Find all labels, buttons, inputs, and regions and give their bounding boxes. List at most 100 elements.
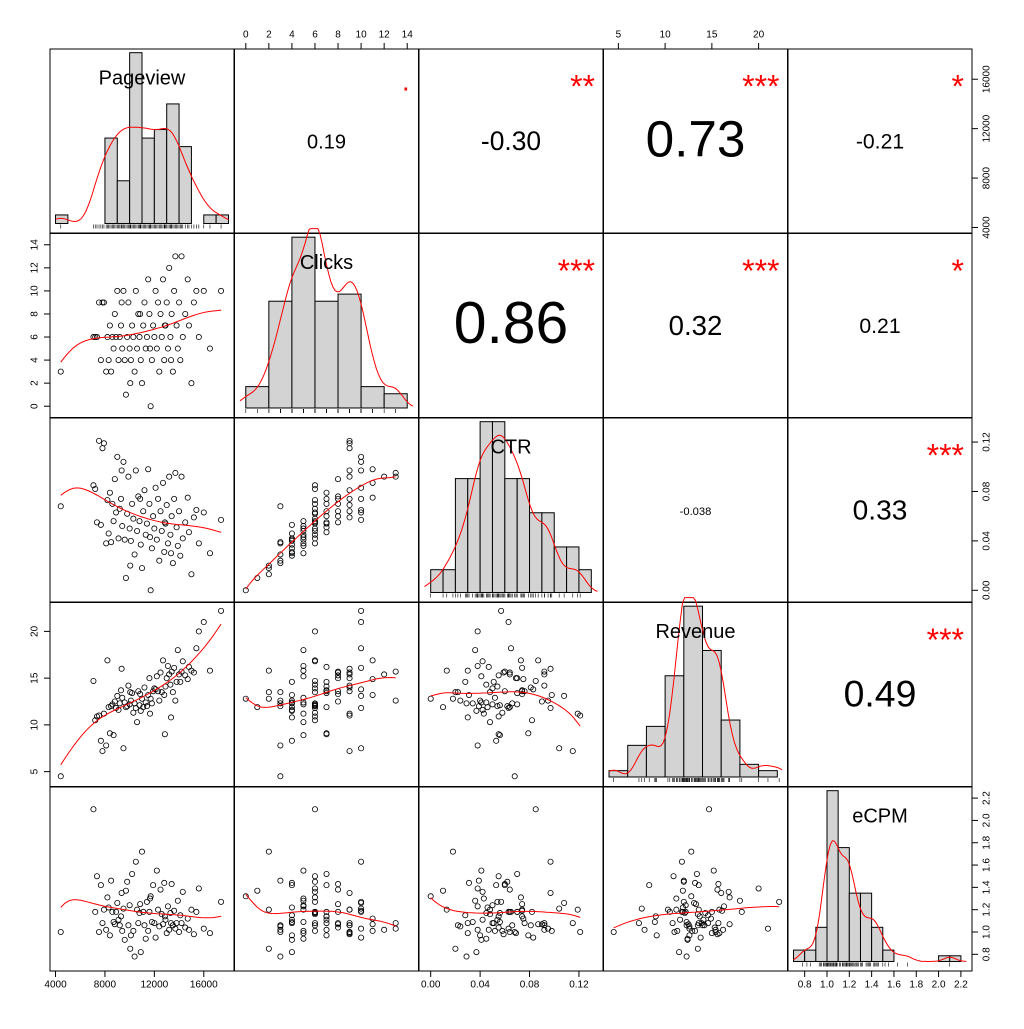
axis-tick-label-right-eCPM-4: 1.6 <box>982 858 993 872</box>
scatter-point-Revenue-Clicks-38 <box>323 704 330 711</box>
scatter-point-Revenue-CTR-32 <box>547 705 554 712</box>
scatter-point-eCPM-Revenue-38 <box>679 908 686 915</box>
scatter-point-Revenue-CTR-30 <box>499 709 506 716</box>
scatter-point-eCPM-Pageview-22 <box>120 905 127 912</box>
scatter-point-Revenue-CTR-44 <box>427 695 434 702</box>
scatter-point-Revenue-Pageview-71 <box>182 672 189 679</box>
scatter-point-CTR-Pageview-10 <box>105 530 112 537</box>
scatter-point-eCPM-Pageview-0 <box>57 929 64 936</box>
scatter-point-CTR-Pageview-8 <box>103 540 110 547</box>
scatter-point-Revenue-CTR-40 <box>483 699 490 706</box>
scatter-point-Revenue-Pageview-60 <box>167 681 174 688</box>
scatter-point-Revenue-Pageview-30 <box>130 709 137 716</box>
scatter-point-Revenue-CTR-83 <box>480 710 487 717</box>
scatter-point-CTR-Clicks-50 <box>346 495 353 502</box>
scatter-point-CTR-Pageview-74 <box>188 571 195 578</box>
scatter-point-CTR-Pageview-48 <box>152 484 159 491</box>
scatter-point-CTR-Pageview-68 <box>177 552 184 559</box>
scatter-point-CTR-Pageview-43 <box>146 500 153 507</box>
scatter-point-eCPM-CTR-71 <box>495 924 502 931</box>
scatter-point-Revenue-Pageview-20 <box>117 687 124 694</box>
scatter-point-CTR-Clicks-28 <box>288 537 295 544</box>
scatter-point-eCPM-Pageview-74 <box>188 906 195 913</box>
smooth-line-CTR-Clicks <box>245 476 396 590</box>
scatter-point-CTR-Pageview-41 <box>143 520 150 527</box>
scatter-point-eCPM-Revenue-54 <box>726 921 733 928</box>
scatter-point-eCPM-Revenue-70 <box>725 888 732 895</box>
scatter-point-Revenue-Clicks-60 <box>311 681 318 688</box>
scatter-point-CTR-Clicks-31 <box>277 551 284 558</box>
scatter-point-eCPM-Clicks-65 <box>323 920 330 927</box>
scatter-point-eCPM-Pageview-23 <box>121 936 128 943</box>
significance-stars-Revenue-eCPM: *** <box>927 622 964 658</box>
scatter-point-eCPM-Revenue-11 <box>653 932 660 939</box>
scatter-point-eCPM-Clicks-3 <box>311 873 318 880</box>
scatter-point-CTR-Pageview-38 <box>140 508 147 515</box>
scatter-point-eCPM-CTR-48 <box>530 934 537 941</box>
scatter-point-Revenue-CTR-65 <box>490 678 497 685</box>
scatter-point-eCPM-Clicks-32 <box>358 858 365 865</box>
scatter-point-CTR-Clicks-75 <box>346 514 353 521</box>
scatter-point-Clicks-Pageview-17 <box>114 287 121 294</box>
axis-tick-label-top-Revenue-3: 20 <box>753 30 765 41</box>
scatter-point-Clicks-Pageview-83 <box>147 345 154 352</box>
scatter-point-Revenue-Pageview-80 <box>218 607 225 614</box>
scatter-point-eCPM-Clicks-85 <box>288 920 295 927</box>
scatter-point-CTR-Clicks-79 <box>300 550 307 557</box>
scatter-point-eCPM-Pageview-40 <box>142 935 149 942</box>
scatter-point-CTR-Pageview-50 <box>155 495 162 502</box>
scatter-point-Revenue-Clicks-44 <box>242 695 249 702</box>
scatter-point-Revenue-Pageview-35 <box>136 702 143 709</box>
scatter-point-Revenue-CTR-15 <box>538 698 545 705</box>
scatter-point-CTR-Pageview-29 <box>129 500 136 507</box>
scatter-point-CTR-Pageview-32 <box>132 467 139 474</box>
scatter-point-CTR-Pageview-5 <box>97 521 104 528</box>
scatter-point-CTR-Clicks-72 <box>369 494 376 501</box>
scatter-point-eCPM-Clicks-29 <box>323 870 330 877</box>
scatter-point-Revenue-Pageview-38 <box>140 704 147 711</box>
scatter-point-Revenue-Clicks-1 <box>311 677 318 684</box>
scatter-point-CTR-Clicks-67 <box>346 508 353 515</box>
scatter-point-Revenue-CTR-27 <box>489 701 496 708</box>
scatter-point-eCPM-Clicks-18 <box>288 916 295 923</box>
scatter-point-eCPM-Clicks-84 <box>323 913 330 920</box>
scatter-point-eCPM-Clicks-11 <box>323 932 330 939</box>
significance-stars-Pageview-CTR: ** <box>570 68 595 104</box>
scatter-point-Clicks-Pageview-31 <box>131 368 138 375</box>
scatter-point-Revenue-Clicks-84 <box>323 731 330 738</box>
scatter-point-Revenue-Clicks-63 <box>358 664 365 671</box>
scatter-point-Clicks-Pageview-20 <box>117 322 124 329</box>
scatter-point-eCPM-Clicks-10 <box>288 904 295 911</box>
scatter-point-eCPM-Pageview-64 <box>172 925 179 932</box>
scatter-point-CTR-Pageview-6 <box>99 445 106 452</box>
scatter-point-Revenue-CTR-33 <box>486 719 493 726</box>
scatter-point-Revenue-Clicks-5 <box>288 737 295 744</box>
scatter-point-Revenue-CTR-16 <box>505 705 512 712</box>
scatter-point-eCPM-Pageview-28 <box>127 932 134 939</box>
scatter-point-Clicks-Pageview-67 <box>176 299 183 306</box>
scatter-point-eCPM-CTR-82 <box>547 889 554 896</box>
scatter-point-CTR-Clicks-71 <box>335 519 342 526</box>
scatter-point-Revenue-Clicks-51 <box>277 697 284 704</box>
scatter-point-Clicks-Pageview-52 <box>157 310 164 317</box>
scatter-point-eCPM-Revenue-51 <box>686 923 693 930</box>
scatter-point-Revenue-CTR-8 <box>474 742 481 749</box>
scatter-point-eCPM-Clicks-39 <box>346 922 353 929</box>
significance-stars-Clicks-eCPM: * <box>952 253 964 289</box>
scatter-point-eCPM-Pageview-56 <box>162 916 169 923</box>
scatter-point-Revenue-CTR-80 <box>498 607 505 614</box>
scatter-point-Revenue-Pageview-33 <box>134 719 141 726</box>
scatter-point-eCPM-Revenue-18 <box>677 916 684 923</box>
scatter-point-Clicks-Pageview-0 <box>57 368 64 375</box>
scatter-point-CTR-Pageview-55 <box>161 549 168 556</box>
scatter-point-Clicks-Pageview-51 <box>156 368 163 375</box>
hist-bar-Pageview-8 <box>153 129 168 224</box>
scatter-point-Revenue-Pageview-0 <box>57 773 64 780</box>
scatter-point-eCPM-Revenue-65 <box>705 920 712 927</box>
scatter-point-eCPM-Clicks-36 <box>288 949 295 956</box>
scatter-point-eCPM-CTR-79 <box>464 930 471 937</box>
scatter-point-Revenue-CTR-5 <box>493 737 500 744</box>
density-curve-eCPM <box>793 840 967 962</box>
scatter-point-eCPM-Clicks-48 <box>358 934 365 941</box>
scatter-point-eCPM-Clicks-60 <box>311 910 318 917</box>
